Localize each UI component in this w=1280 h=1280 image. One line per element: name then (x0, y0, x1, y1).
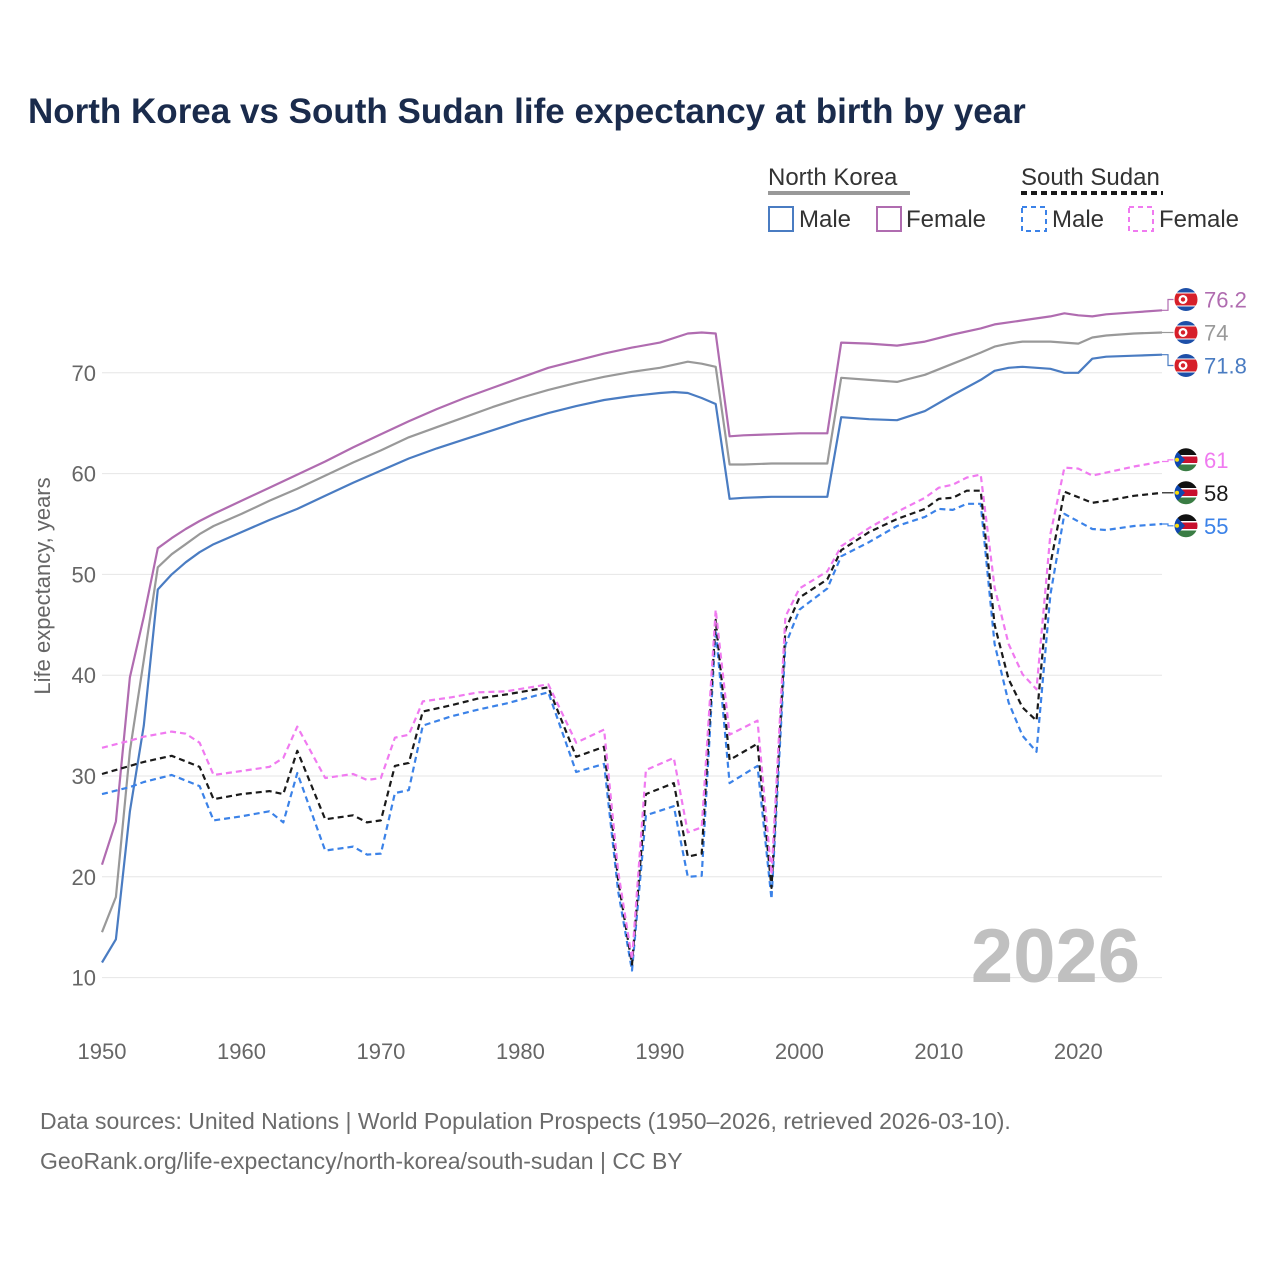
legend-label-ss-male: Male (1052, 206, 1104, 233)
x-tick-label: 2020 (1054, 1039, 1103, 1064)
legend-swatch-nk-female (876, 206, 902, 232)
x-tick-label: 1970 (356, 1039, 405, 1064)
end-label-connector (1162, 354, 1174, 367)
legend: North Korea Male Female South Sudan Male… (768, 164, 1239, 233)
x-tick-label: 1990 (635, 1039, 684, 1064)
series-line-ss-male[interactable] (101, 502, 1163, 972)
legend-swatch-ss-female (1128, 206, 1154, 232)
y-tick-label: 10 (72, 966, 96, 991)
current-year-label: 2026 (971, 914, 1140, 999)
y-tick-label: 20 (72, 865, 96, 890)
series-line-nk-female[interactable] (100, 309, 1163, 866)
x-tick-label: 2000 (775, 1039, 824, 1064)
y-axis-ticks: 10 20 30 40 50 60 70 (72, 361, 96, 991)
gridlines (102, 372, 1162, 979)
end-label-nk-total: 74 (1204, 320, 1228, 345)
chart-title: North Korea vs South Sudan life expectan… (28, 92, 1026, 131)
x-tick-label: 1950 (78, 1039, 127, 1064)
end-label-connector (1162, 523, 1174, 527)
series-lines (100, 309, 1163, 972)
legend-label-nk-male: Male (799, 206, 851, 233)
flag-icon-north-korea (1173, 352, 1199, 378)
end-label-nk-female: 76.2 (1204, 287, 1247, 312)
legend-item-south-sudan-female[interactable]: Female (1128, 206, 1239, 233)
end-label-connector (1162, 298, 1174, 311)
end-label-ss-male: 55 (1204, 514, 1228, 539)
flag-icon-north-korea (1173, 319, 1199, 345)
y-tick-label: 30 (72, 764, 96, 789)
end-label-ss-female: 61 (1204, 448, 1228, 473)
series-line-ss-total[interactable] (101, 489, 1163, 966)
y-tick-label: 70 (72, 361, 96, 386)
legend-swatch-ss-male (1021, 206, 1047, 232)
x-axis-ticks: 1950 1960 1970 1980 1990 2000 2010 2020 (78, 1039, 1103, 1064)
y-tick-label: 40 (72, 663, 96, 688)
footer-sources: Data sources: United Nations | World Pop… (40, 1108, 1011, 1134)
end-labels: 76.2 74 71.8 61 58 55 (1162, 286, 1247, 539)
end-label-ss-total: 58 (1204, 481, 1228, 506)
x-tick-label: 1960 (217, 1039, 266, 1064)
footer-credit[interactable]: GeoRank.org/life-expectancy/north-korea/… (40, 1148, 683, 1174)
legend-title-north-korea: North Korea (768, 164, 898, 191)
legend-group-south-sudan[interactable]: South Sudan Male Female (1021, 164, 1239, 233)
series-line-ss-female[interactable] (101, 460, 1163, 961)
flag-icon-south-sudan (1173, 513, 1199, 539)
legend-label-nk-female: Female (906, 206, 986, 233)
legend-title-south-sudan: South Sudan (1021, 164, 1160, 191)
legend-item-south-sudan-male[interactable]: Male (1021, 206, 1104, 233)
x-tick-label: 1980 (496, 1039, 545, 1064)
y-tick-label: 50 (72, 562, 96, 587)
y-axis-label: Life expectancy, years (30, 477, 55, 694)
legend-group-north-korea[interactable]: North Korea Male Female (768, 164, 986, 233)
end-label-nk-male: 71.8 (1204, 353, 1247, 378)
flag-icon-south-sudan (1173, 480, 1199, 506)
x-tick-label: 2010 (914, 1039, 963, 1064)
y-tick-label: 60 (72, 462, 96, 487)
legend-label-ss-female: Female (1159, 206, 1239, 233)
series-line-nk-total[interactable] (100, 331, 1163, 933)
legend-swatch-nk-male (768, 206, 794, 232)
flag-icon-south-sudan (1173, 447, 1199, 473)
legend-item-north-korea-female[interactable]: Female (876, 206, 986, 233)
series-line-nk-male[interactable] (101, 353, 1163, 964)
legend-item-north-korea-male[interactable]: Male (768, 206, 851, 233)
flag-icon-north-korea (1173, 286, 1199, 312)
end-label-connector (1162, 459, 1174, 463)
